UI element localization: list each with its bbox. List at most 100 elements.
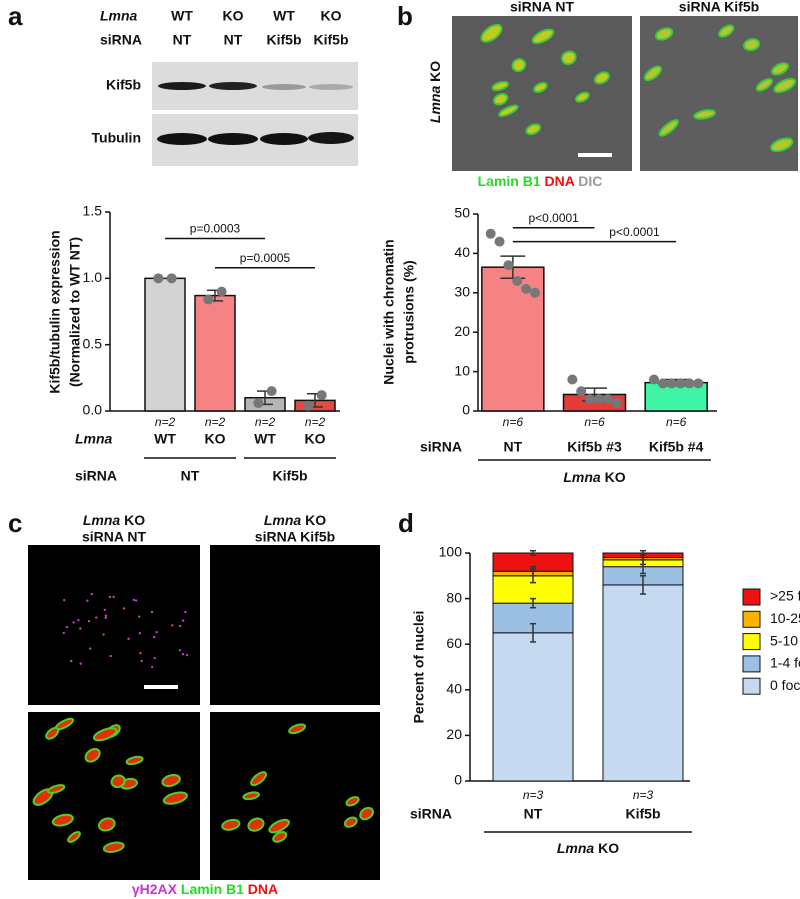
nucleus	[480, 23, 503, 43]
row-label-text: KO	[427, 61, 443, 82]
foci	[127, 637, 130, 641]
foci	[102, 633, 105, 636]
legend-swatch	[742, 588, 761, 606]
legend-swatch	[742, 633, 761, 651]
stain-name: γH2AX	[132, 881, 178, 897]
y-axis-label: (Normalized to WT NT)	[67, 237, 83, 387]
y-tick-label: 1.0	[83, 269, 103, 285]
bar	[194, 294, 236, 412]
blot-row-title: siRNA	[100, 32, 142, 48]
foci	[65, 625, 69, 629]
n-label: n=3	[523, 788, 544, 802]
blot-header-cell: KO	[223, 8, 244, 24]
foci	[70, 659, 73, 663]
gene: Lmna	[427, 86, 443, 124]
blot-header-cell: NT	[173, 32, 192, 48]
foci	[122, 607, 126, 610]
nucleus	[125, 755, 144, 766]
foci	[140, 659, 143, 663]
comparison-label: p<0.0001	[528, 211, 579, 225]
data-point	[521, 283, 532, 294]
panel-label: c	[8, 508, 22, 538]
stain-name: Lamin B1	[181, 881, 244, 897]
y-tick-label: 0	[462, 402, 470, 418]
nucleus	[345, 796, 360, 807]
nucleus	[531, 28, 555, 45]
nucleus	[102, 841, 125, 853]
data-point	[675, 378, 686, 389]
nucleus	[161, 774, 181, 788]
data-point	[203, 294, 214, 305]
stain-name: DNA	[248, 881, 278, 897]
nucleus	[110, 774, 126, 789]
nucleus	[242, 791, 260, 801]
data-point	[649, 374, 660, 385]
foci	[95, 616, 98, 619]
panel-label: a	[8, 1, 23, 31]
nucleus	[511, 58, 527, 73]
nucleus	[658, 119, 679, 137]
nucleus	[51, 813, 74, 827]
category-label: WT	[154, 431, 176, 447]
data-point	[693, 378, 704, 389]
category-label: Kif5b #4	[649, 439, 704, 455]
y-tick-label: 100	[439, 544, 463, 560]
row-label: Lmna KO	[427, 61, 443, 123]
column-title-text: KO	[305, 512, 326, 528]
foci	[104, 616, 107, 619]
foci	[134, 599, 138, 602]
category-label: KO	[205, 431, 226, 447]
micrograph	[210, 545, 380, 705]
stain-legend: Lamin B1 DNA DIC	[478, 173, 603, 189]
blot-header-cell: Kif5b	[314, 32, 349, 48]
data-point	[153, 273, 164, 284]
data-point	[485, 228, 496, 239]
n-label: n=2	[255, 415, 276, 429]
blot-header-cell: WT	[171, 8, 193, 24]
nucleus	[272, 831, 288, 843]
legend-swatch	[742, 655, 761, 673]
y-axis-label: Nuclei with chromatin	[381, 239, 397, 384]
group-label-text: KO	[598, 840, 619, 856]
nucleus	[343, 816, 358, 828]
category-title: Lmna	[75, 431, 113, 447]
nucleus	[643, 65, 662, 82]
category-label: Kif5b	[626, 806, 661, 822]
blot-header-cell: NT	[224, 32, 243, 48]
foci	[79, 662, 82, 665]
n-label: n=2	[155, 415, 176, 429]
nucleus	[359, 806, 374, 821]
data-point	[567, 374, 578, 385]
foci	[79, 627, 82, 630]
column-title: Lmna KO	[264, 512, 326, 528]
data-point	[576, 386, 587, 397]
foci	[139, 652, 142, 655]
n-label: n=6	[503, 415, 524, 429]
foci	[171, 624, 174, 627]
group-label: Lmna KO	[557, 840, 619, 856]
foci	[132, 598, 135, 602]
nucleus	[268, 818, 290, 834]
y-axis-label: Percent of nuclei	[411, 611, 427, 724]
y-axis-label: protrusions (%)	[401, 260, 417, 363]
n-label: n=6	[584, 415, 605, 429]
nucleus	[755, 78, 773, 92]
nucleus	[162, 791, 188, 805]
nucleus	[654, 27, 674, 41]
nucleus	[493, 93, 509, 106]
foci	[137, 615, 141, 618]
foci	[184, 610, 187, 614]
group-label: NT	[181, 468, 200, 484]
nucleus	[525, 123, 542, 136]
category-label: NT	[503, 439, 522, 455]
y-tick-label: 0	[454, 772, 462, 788]
nucleus	[593, 71, 610, 85]
foci	[112, 595, 115, 599]
comparison-label: p=0.0005	[240, 251, 291, 265]
nucleus	[250, 771, 268, 787]
foci	[62, 598, 66, 602]
nucleus	[84, 748, 101, 763]
nucleus	[718, 24, 735, 38]
nucleus	[67, 831, 81, 843]
panel-label: d	[398, 508, 414, 538]
